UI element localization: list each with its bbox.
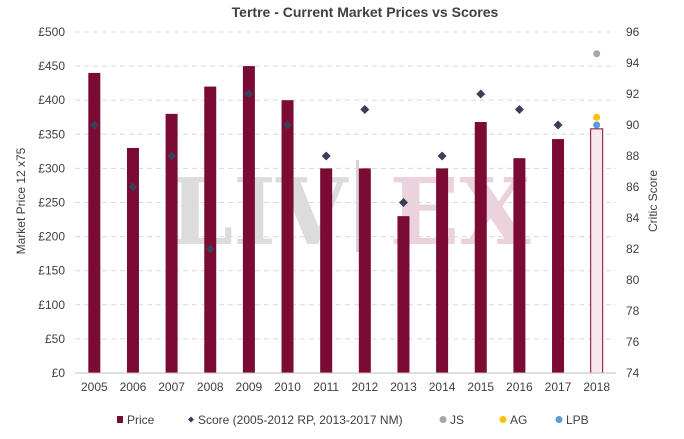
left-tick-label: £250	[38, 196, 65, 210]
price-bar	[474, 122, 487, 373]
left-tick-label: £500	[38, 25, 65, 39]
x-tick-label: 2008	[197, 380, 224, 394]
price-bar	[513, 158, 526, 373]
right-tick-label: 88	[626, 149, 640, 163]
left-tick-label: £0	[52, 366, 66, 380]
left-tick-label: £400	[38, 93, 65, 107]
price-bar	[126, 147, 139, 373]
right-axis-label: Critic Score	[646, 170, 660, 232]
right-tick-label: 80	[626, 273, 640, 287]
legend-swatch	[555, 416, 563, 423]
x-tick-label: 2014	[429, 380, 456, 394]
price-bars	[88, 66, 604, 374]
legend-label: Price	[127, 413, 155, 427]
left-tick-label: £100	[38, 298, 65, 312]
x-tick-label: 2017	[545, 380, 572, 394]
watermark-text-left: LIV	[168, 158, 349, 266]
price-bar	[552, 139, 565, 373]
lpb-marker	[593, 121, 601, 129]
left-axis-label: Market Price 12 x75	[14, 147, 28, 254]
x-tick-label: 2006	[120, 380, 147, 394]
score-marker	[128, 182, 138, 192]
x-tick-label: 2013	[390, 380, 417, 394]
right-tick-label: 94	[626, 56, 640, 70]
x-tick-label: 2016	[506, 380, 533, 394]
x-tick-label: 2007	[158, 380, 185, 394]
legend-swatch	[499, 416, 507, 423]
x-tick-label: 2015	[467, 380, 494, 394]
right-tick-label: 90	[626, 118, 640, 132]
gridlines	[75, 31, 616, 340]
score-marker	[283, 120, 293, 130]
price-bar	[165, 113, 178, 373]
x-tick-label: 2009	[236, 380, 263, 394]
price-bar	[436, 168, 449, 373]
left-tick-label: £450	[38, 59, 65, 73]
right-tick-label: 84	[626, 211, 640, 225]
legend-label: LPB	[566, 413, 589, 427]
right-tick-label: 86	[626, 180, 640, 194]
right-tick-label: 78	[626, 304, 640, 318]
legend-label: JS	[450, 413, 464, 427]
right-tick-label: 74	[626, 366, 640, 380]
left-tick-label: £50	[45, 332, 65, 346]
left-tick-label: £350	[38, 127, 65, 141]
left-tick-label: £200	[38, 230, 65, 244]
price-bar	[358, 168, 371, 373]
x-tick-label: 2012	[351, 380, 378, 394]
score-marker	[398, 198, 408, 207]
left-tick-label: £300	[38, 161, 65, 175]
right-tick-label: 82	[626, 242, 640, 256]
legend-label: Score (2005-2012 RP, 2013-2017 NM)	[198, 413, 403, 427]
legend-swatch	[117, 416, 123, 423]
watermark: LIV EX	[168, 158, 531, 266]
price-bar	[204, 86, 217, 373]
ag-marker	[593, 113, 601, 121]
score-marker	[514, 105, 524, 114]
right-tick-label: 92	[626, 87, 640, 101]
score-markers	[89, 50, 601, 254]
score-marker	[205, 244, 215, 254]
score-marker	[321, 151, 331, 161]
left-axis-ticks: £0 £50 £100 £150 £200 £250 £300 £350 £400 £450 £50…	[38, 25, 65, 380]
chart-title: Tertre - Current Market Prices vs Scores	[232, 4, 499, 20]
score-marker	[476, 89, 486, 99]
price-bar	[320, 168, 333, 373]
score-marker	[360, 105, 370, 114]
x-tick-label: 2010	[274, 380, 301, 394]
score-marker	[167, 151, 177, 161]
right-axis-ticks: 74 76 78 80 82 84 86 88 90 92 94 96	[626, 25, 640, 380]
left-tick-label: £150	[38, 264, 65, 278]
legend: Price Score (2005-2012 RP, 2013-2017 NM) J…	[117, 413, 589, 427]
score-marker	[89, 120, 99, 130]
price-bar	[590, 128, 604, 374]
x-tick-label: 2005	[81, 380, 108, 394]
watermark-text-right: EX	[389, 158, 531, 266]
x-axis-ticks: 2005 2006 2007 2008 2009 2010 2011 2012 2013 2014…	[81, 380, 610, 394]
legend-label: AG	[510, 413, 527, 427]
x-tick-label: 2018	[583, 380, 610, 394]
score-marker	[553, 120, 563, 130]
legend-swatch	[439, 416, 447, 423]
score-marker	[244, 89, 254, 99]
js-marker	[593, 50, 601, 58]
legend-swatch	[188, 416, 194, 423]
price-bar	[281, 100, 294, 373]
watermark-divider	[356, 160, 359, 252]
x-tick-label: 2011	[313, 380, 339, 394]
right-tick-label: 76	[626, 335, 640, 349]
score-marker	[437, 151, 447, 161]
price-bar	[88, 72, 101, 374]
right-tick-label: 96	[626, 25, 640, 39]
price-bar	[242, 66, 255, 373]
price-bar	[397, 216, 410, 373]
